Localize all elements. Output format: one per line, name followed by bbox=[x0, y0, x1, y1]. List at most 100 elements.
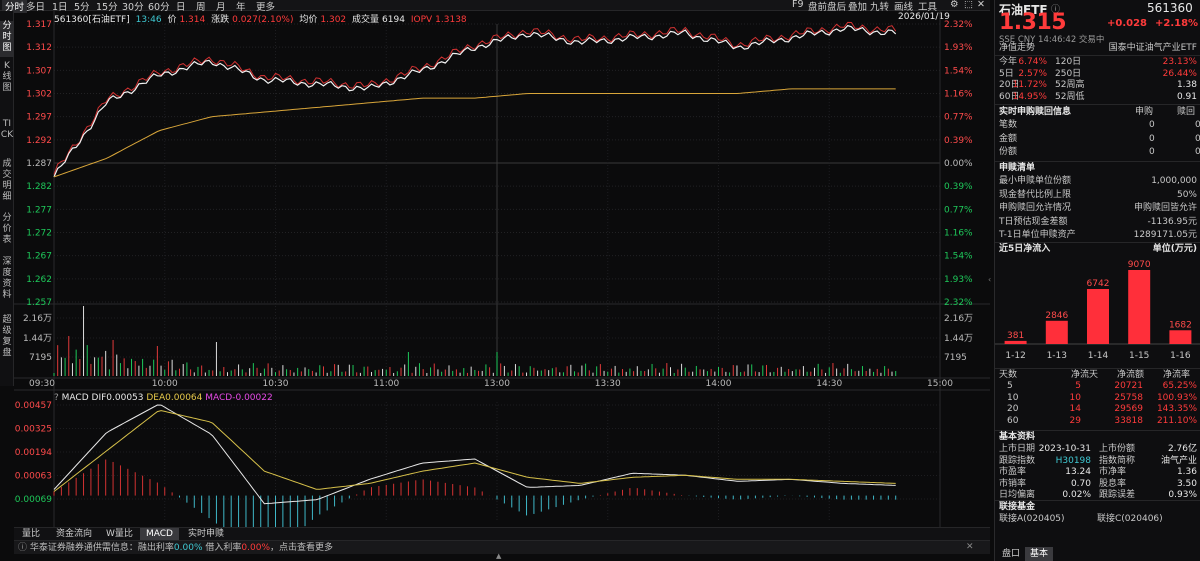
flow-category-label: 1-16 bbox=[1170, 351, 1191, 361]
tab-1day[interactable]: 1日 bbox=[52, 2, 68, 13]
perf-value-1: 2.57% bbox=[1018, 68, 1047, 79]
tab-macd[interactable]: MACD bbox=[140, 528, 179, 541]
side-tab-depth-data[interactable]: 深度资料 bbox=[2, 257, 12, 300]
flow-bar bbox=[1087, 288, 1109, 344]
side-tab-trade-details[interactable]: 成交明细 bbox=[2, 159, 12, 202]
realtime-row-label: 金额 bbox=[999, 133, 1018, 144]
perf-value-2: 1.38 bbox=[1176, 80, 1197, 90]
basic-label-2: 市净率 bbox=[1099, 467, 1127, 477]
overlay-button[interactable]: 叠加 bbox=[848, 2, 868, 13]
tab-more[interactable]: 更多 bbox=[256, 2, 276, 13]
nav-trend-label[interactable]: 净值走势 bbox=[999, 43, 1036, 53]
basic-label-1: 市盈率 bbox=[999, 467, 1027, 477]
info-circle-icon[interactable]: ⓘ bbox=[1051, 5, 1061, 15]
flow-unit: 单位(万元) bbox=[1152, 244, 1197, 254]
time-axis-label: 13:30 bbox=[595, 379, 621, 389]
tab-multiday[interactable]: 多日 bbox=[26, 2, 46, 13]
basic-label-1: 跟踪指数 bbox=[999, 455, 1036, 466]
linked-fund-c[interactable]: 联接C(020406) bbox=[1097, 514, 1163, 524]
creation-row-label: 申购赎回允许情况 bbox=[999, 203, 1072, 213]
basic-label-1: 上市日期 bbox=[999, 444, 1036, 454]
tab-w-volume-ratio[interactable]: W量比 bbox=[106, 529, 133, 539]
info-row: 日均偏离 0.02% 跟踪误差 0.93% bbox=[999, 490, 1197, 501]
info-row: 5日 2.57% 250日 26.44% bbox=[999, 69, 1197, 80]
basic-label-2: 跟踪误差 bbox=[1099, 490, 1136, 500]
tab-fund-flow[interactable]: 资金流向 bbox=[56, 529, 93, 539]
chart-type-side-tabs: 分时图 K线图 TICK 成交明细 分价表 深度资料 超级复盘 bbox=[0, 11, 14, 386]
collapse-arrow-icon[interactable]: ▲ bbox=[496, 552, 502, 560]
realtime-row-label: 份额 bbox=[999, 147, 1018, 157]
price-change: +0.028 bbox=[1107, 18, 1148, 29]
margin-info-bar[interactable]: ⓘ 华泰证券融券通供需信息：融出利率0.00% 借入利率0.00%，点击查看更多 bbox=[14, 540, 990, 554]
side-tab-tick[interactable]: TICK bbox=[0, 119, 14, 140]
settings-icon[interactable]: ⚙ bbox=[950, 0, 959, 10]
perf-value-1: 6.74% bbox=[1018, 57, 1047, 67]
indicator-tab-bar: 量比 资金流向 W量比 MACD 实时申赎 bbox=[14, 527, 990, 541]
expand-panel-icon[interactable]: ‹ bbox=[988, 275, 992, 284]
macd-axis-label: 0.00194 bbox=[15, 448, 52, 458]
tools-button[interactable]: 工具 bbox=[918, 2, 938, 13]
macd-help-icon[interactable]: ? bbox=[54, 393, 59, 403]
draw-line-button[interactable]: 画线 bbox=[894, 2, 914, 13]
tab-order-book[interactable]: 盘口 bbox=[1002, 549, 1021, 559]
close-icon[interactable]: ✕ bbox=[977, 0, 985, 10]
basic-label-2: 指数简称 bbox=[1099, 455, 1136, 466]
flow-category-label: 1-12 bbox=[1005, 351, 1025, 361]
dif-label: DIF bbox=[91, 393, 107, 403]
premarket-button[interactable]: 盘前盘后 bbox=[808, 2, 847, 13]
creation-row-value: 申购赎回皆允许 bbox=[1133, 203, 1197, 213]
info-row: 金额 0 0 bbox=[999, 133, 1200, 145]
flow-section-title: 近5日净流入 bbox=[999, 244, 1051, 254]
tab-volume-ratio[interactable]: 量比 bbox=[22, 529, 41, 539]
side-tab-price-table[interactable]: 分价表 bbox=[2, 213, 12, 245]
dif-value: 0.00053 bbox=[106, 393, 144, 403]
macd-indicator-label: MACD bbox=[61, 393, 89, 403]
realtime-section-title: 实时申购赎回信息 bbox=[999, 107, 1072, 117]
tab-5min[interactable]: 5分 bbox=[74, 2, 90, 13]
fund-full-name: 国泰中证油气产业ETF bbox=[1108, 43, 1197, 53]
perf-label-1: 20日 bbox=[999, 80, 1020, 90]
intraday-chart-canvas[interactable]: 1.317 2.32% 1.312 1.93% 1.307 1.54% 1.302 1.16%… bbox=[14, 0, 990, 527]
macd-axis-label: 0.00063 bbox=[15, 472, 52, 482]
tab-intraday[interactable]: 分时 bbox=[2, 0, 28, 13]
info-row: 上市日期 2023-10-31 上市份额 2.76亿 bbox=[999, 444, 1197, 455]
last-price: 1.315 bbox=[999, 10, 1067, 35]
nine-turn-button[interactable]: 九转 bbox=[870, 2, 890, 13]
tab-week[interactable]: 周 bbox=[196, 2, 206, 13]
flow-amount: 25758 bbox=[1114, 392, 1143, 403]
f9-button[interactable]: F9 bbox=[792, 0, 804, 10]
macd-axis-label: 0.00457 bbox=[15, 401, 52, 411]
tab-month[interactable]: 月 bbox=[216, 2, 226, 13]
tab-basic[interactable]: 基本 bbox=[1025, 547, 1054, 561]
flow-bar-label: 9070 bbox=[1128, 260, 1151, 270]
price-axis-label: 1.257 bbox=[26, 298, 52, 308]
tab-day[interactable]: 日 bbox=[176, 2, 186, 13]
side-tab-intraday-chart[interactable]: 分时图 bbox=[0, 21, 14, 57]
basic-label-1: 市销率 bbox=[999, 478, 1027, 489]
volume-axis-label-right: 7195 bbox=[944, 353, 967, 363]
macd-value-label: MACD bbox=[205, 393, 233, 403]
basic-value-1: 13.24 bbox=[1065, 467, 1091, 477]
dea-label: DEA bbox=[146, 393, 166, 403]
linked-fund-a[interactable]: 联接A(020405) bbox=[999, 514, 1065, 524]
tab-60min[interactable]: 60分 bbox=[148, 2, 170, 13]
pct-axis-label: 1.93% bbox=[944, 275, 973, 285]
flow-header-count: 净流天 bbox=[1071, 370, 1099, 380]
side-tab-kline-chart[interactable]: K线图 bbox=[2, 61, 12, 93]
status-tail[interactable]: ，点击查看更多 bbox=[270, 543, 334, 553]
rate1-label: 融出利率 bbox=[137, 543, 174, 553]
tab-year[interactable]: 年 bbox=[236, 2, 246, 13]
tab-15min[interactable]: 15分 bbox=[96, 2, 118, 13]
perf-label-2: 250日 bbox=[1055, 68, 1082, 79]
price-axis-label: 1.317 bbox=[26, 20, 52, 30]
tab-30min[interactable]: 30分 bbox=[122, 2, 144, 13]
window-icon[interactable]: ⬚ bbox=[964, 0, 973, 10]
pct-axis-label: 0.77% bbox=[944, 205, 973, 215]
tab-realtime-subscription[interactable]: 实时申赎 bbox=[188, 529, 225, 539]
price-axis-label: 1.287 bbox=[26, 159, 52, 169]
close-status-icon[interactable]: ✕ bbox=[966, 542, 974, 552]
side-tab-super-replay[interactable]: 超级复盘 bbox=[2, 315, 12, 358]
perf-value-2: 23.13% bbox=[1162, 57, 1197, 67]
cursor-time: 13:46 bbox=[135, 15, 162, 25]
pct-axis-label: 2.32% bbox=[944, 20, 973, 30]
